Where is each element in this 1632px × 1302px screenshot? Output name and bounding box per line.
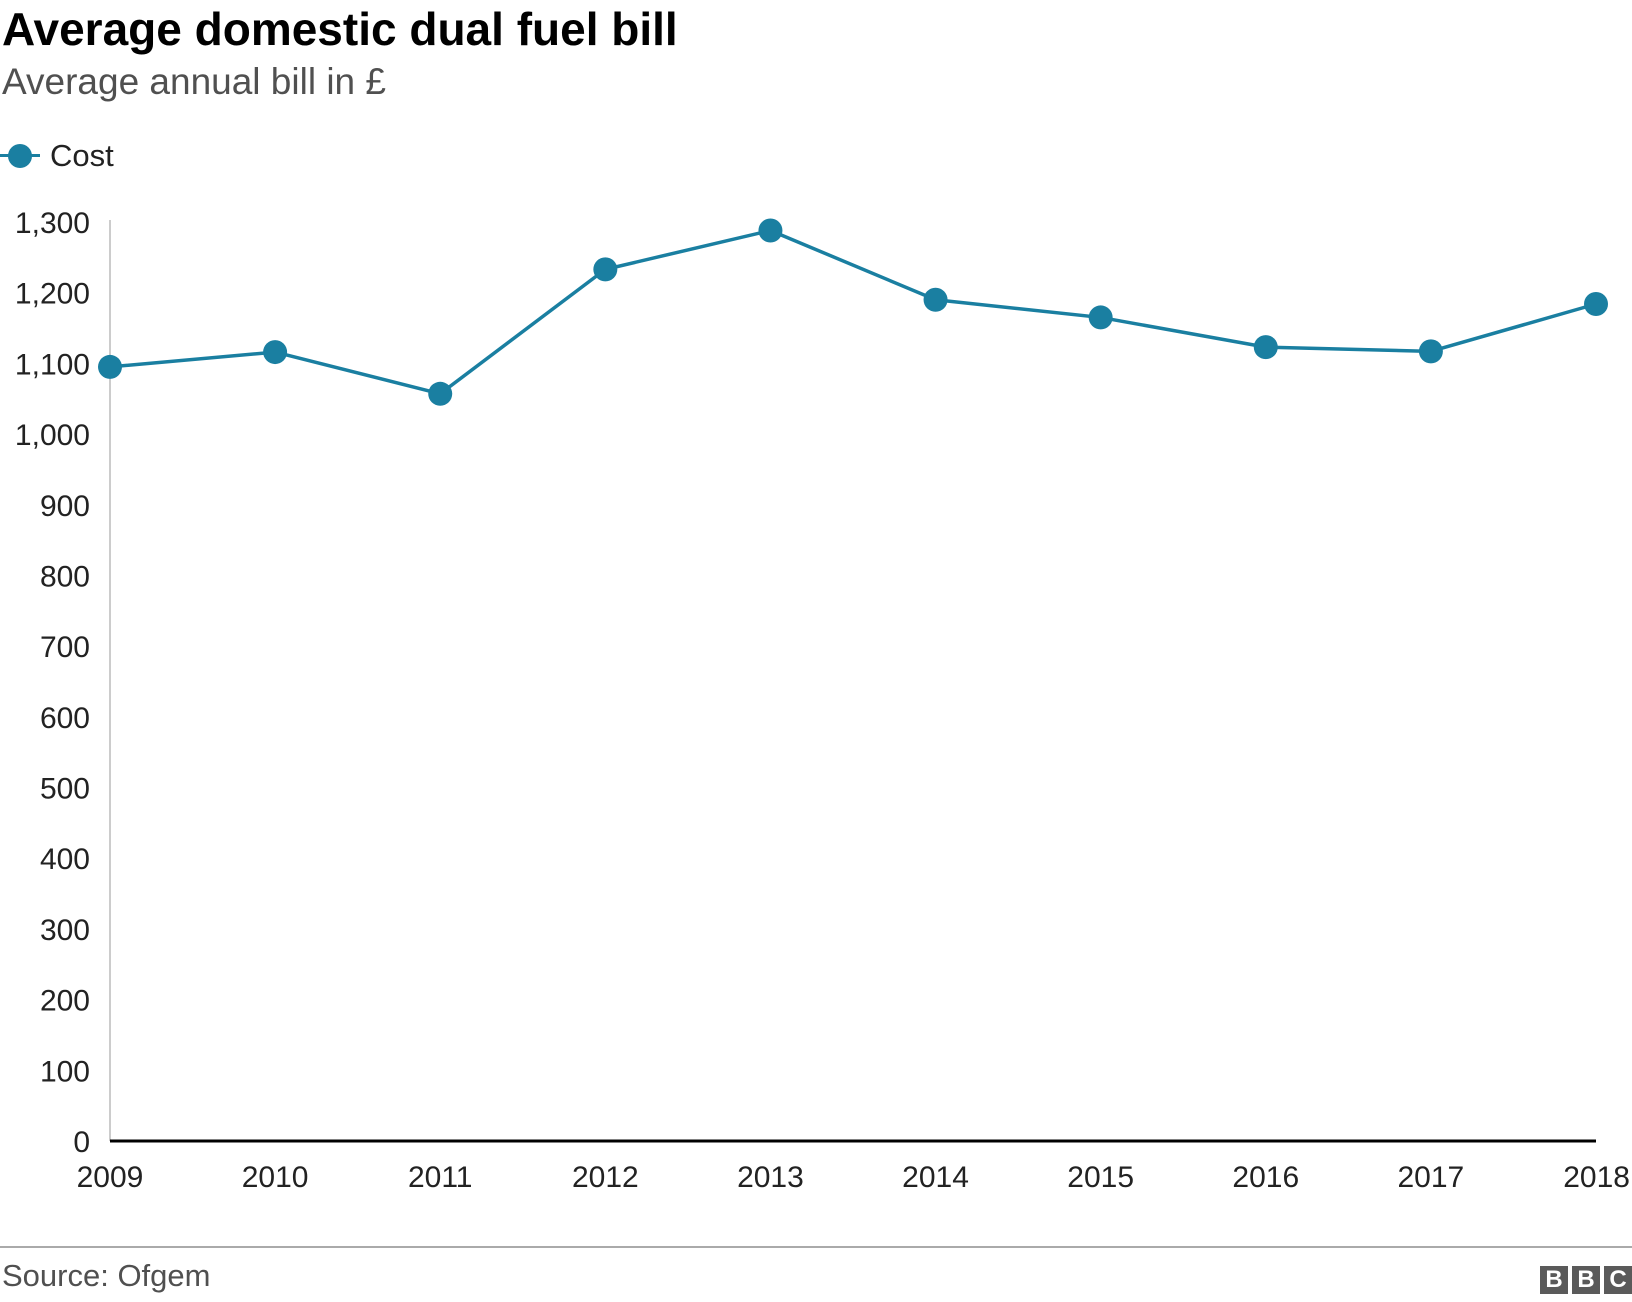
y-tick-label: 300 bbox=[40, 914, 90, 947]
series-points bbox=[98, 218, 1608, 406]
data-point bbox=[98, 354, 122, 379]
y-tick-label: 700 bbox=[40, 631, 90, 664]
x-tick-label: 2012 bbox=[572, 1161, 639, 1194]
x-tick-label: 2015 bbox=[1067, 1161, 1134, 1194]
series-lines bbox=[109, 228, 1597, 396]
axes bbox=[109, 220, 1596, 1143]
data-point bbox=[593, 257, 618, 282]
logo-letter-b1: B bbox=[1540, 1266, 1568, 1294]
x-tick-label: 2010 bbox=[242, 1161, 309, 1194]
y-axis-labels: 0 100 200 300 400 500 600 700 800 900 1,000 1,100 1,… bbox=[15, 207, 90, 1159]
x-tick-label: 2018 bbox=[1563, 1161, 1630, 1194]
chart-subtitle: Average annual bill in £ bbox=[2, 61, 386, 102]
legend-marker-icon bbox=[0, 134, 40, 178]
data-point bbox=[428, 381, 453, 406]
series-line-cost bbox=[109, 228, 1597, 396]
y-tick-label: 600 bbox=[40, 702, 90, 735]
y-tick-label: 1,100 bbox=[15, 348, 90, 381]
y-tick-label: 1,000 bbox=[15, 419, 90, 452]
bbc-logo: B B C bbox=[1540, 1266, 1632, 1294]
legend-label: Cost bbox=[50, 138, 114, 173]
x-tick-label: 2016 bbox=[1232, 1161, 1299, 1194]
data-point bbox=[1584, 292, 1608, 317]
y-tick-label: 900 bbox=[40, 490, 90, 523]
y-tick-label: 1,300 bbox=[15, 207, 90, 240]
source-note: Source: Ofgem bbox=[2, 1258, 211, 1293]
y-tick-label: 0 bbox=[73, 1126, 90, 1159]
x-tick-label: 2009 bbox=[77, 1161, 144, 1194]
data-point bbox=[758, 218, 783, 243]
footer-divider bbox=[0, 1246, 1632, 1248]
chart-title: Average domestic dual fuel bill bbox=[2, 3, 678, 55]
y-tick-label: 1,200 bbox=[15, 278, 90, 311]
x-tick-label: 2017 bbox=[1398, 1161, 1465, 1194]
data-point bbox=[923, 287, 948, 312]
data-point bbox=[1418, 339, 1443, 364]
data-point bbox=[263, 340, 288, 365]
data-point bbox=[1253, 335, 1278, 360]
y-tick-label: 500 bbox=[40, 773, 90, 806]
y-tick-label: 100 bbox=[40, 1055, 90, 1088]
logo-letter-c: C bbox=[1604, 1266, 1632, 1294]
logo-letter-b2: B bbox=[1572, 1266, 1600, 1294]
x-tick-label: 2011 bbox=[408, 1161, 473, 1194]
legend: Cost bbox=[0, 134, 114, 178]
y-tick-label: 800 bbox=[40, 560, 90, 593]
y-tick-label: 200 bbox=[40, 985, 90, 1018]
y-tick-label: 400 bbox=[40, 843, 90, 876]
x-tick-label: 2013 bbox=[737, 1161, 804, 1194]
legend-dot bbox=[8, 144, 32, 168]
x-tick-label: 2014 bbox=[902, 1161, 969, 1194]
data-point bbox=[1088, 305, 1113, 330]
x-axis-labels: 2009 2010 2011 2012 2013 2014 2015 2016 2017 2018 bbox=[77, 1161, 1630, 1194]
